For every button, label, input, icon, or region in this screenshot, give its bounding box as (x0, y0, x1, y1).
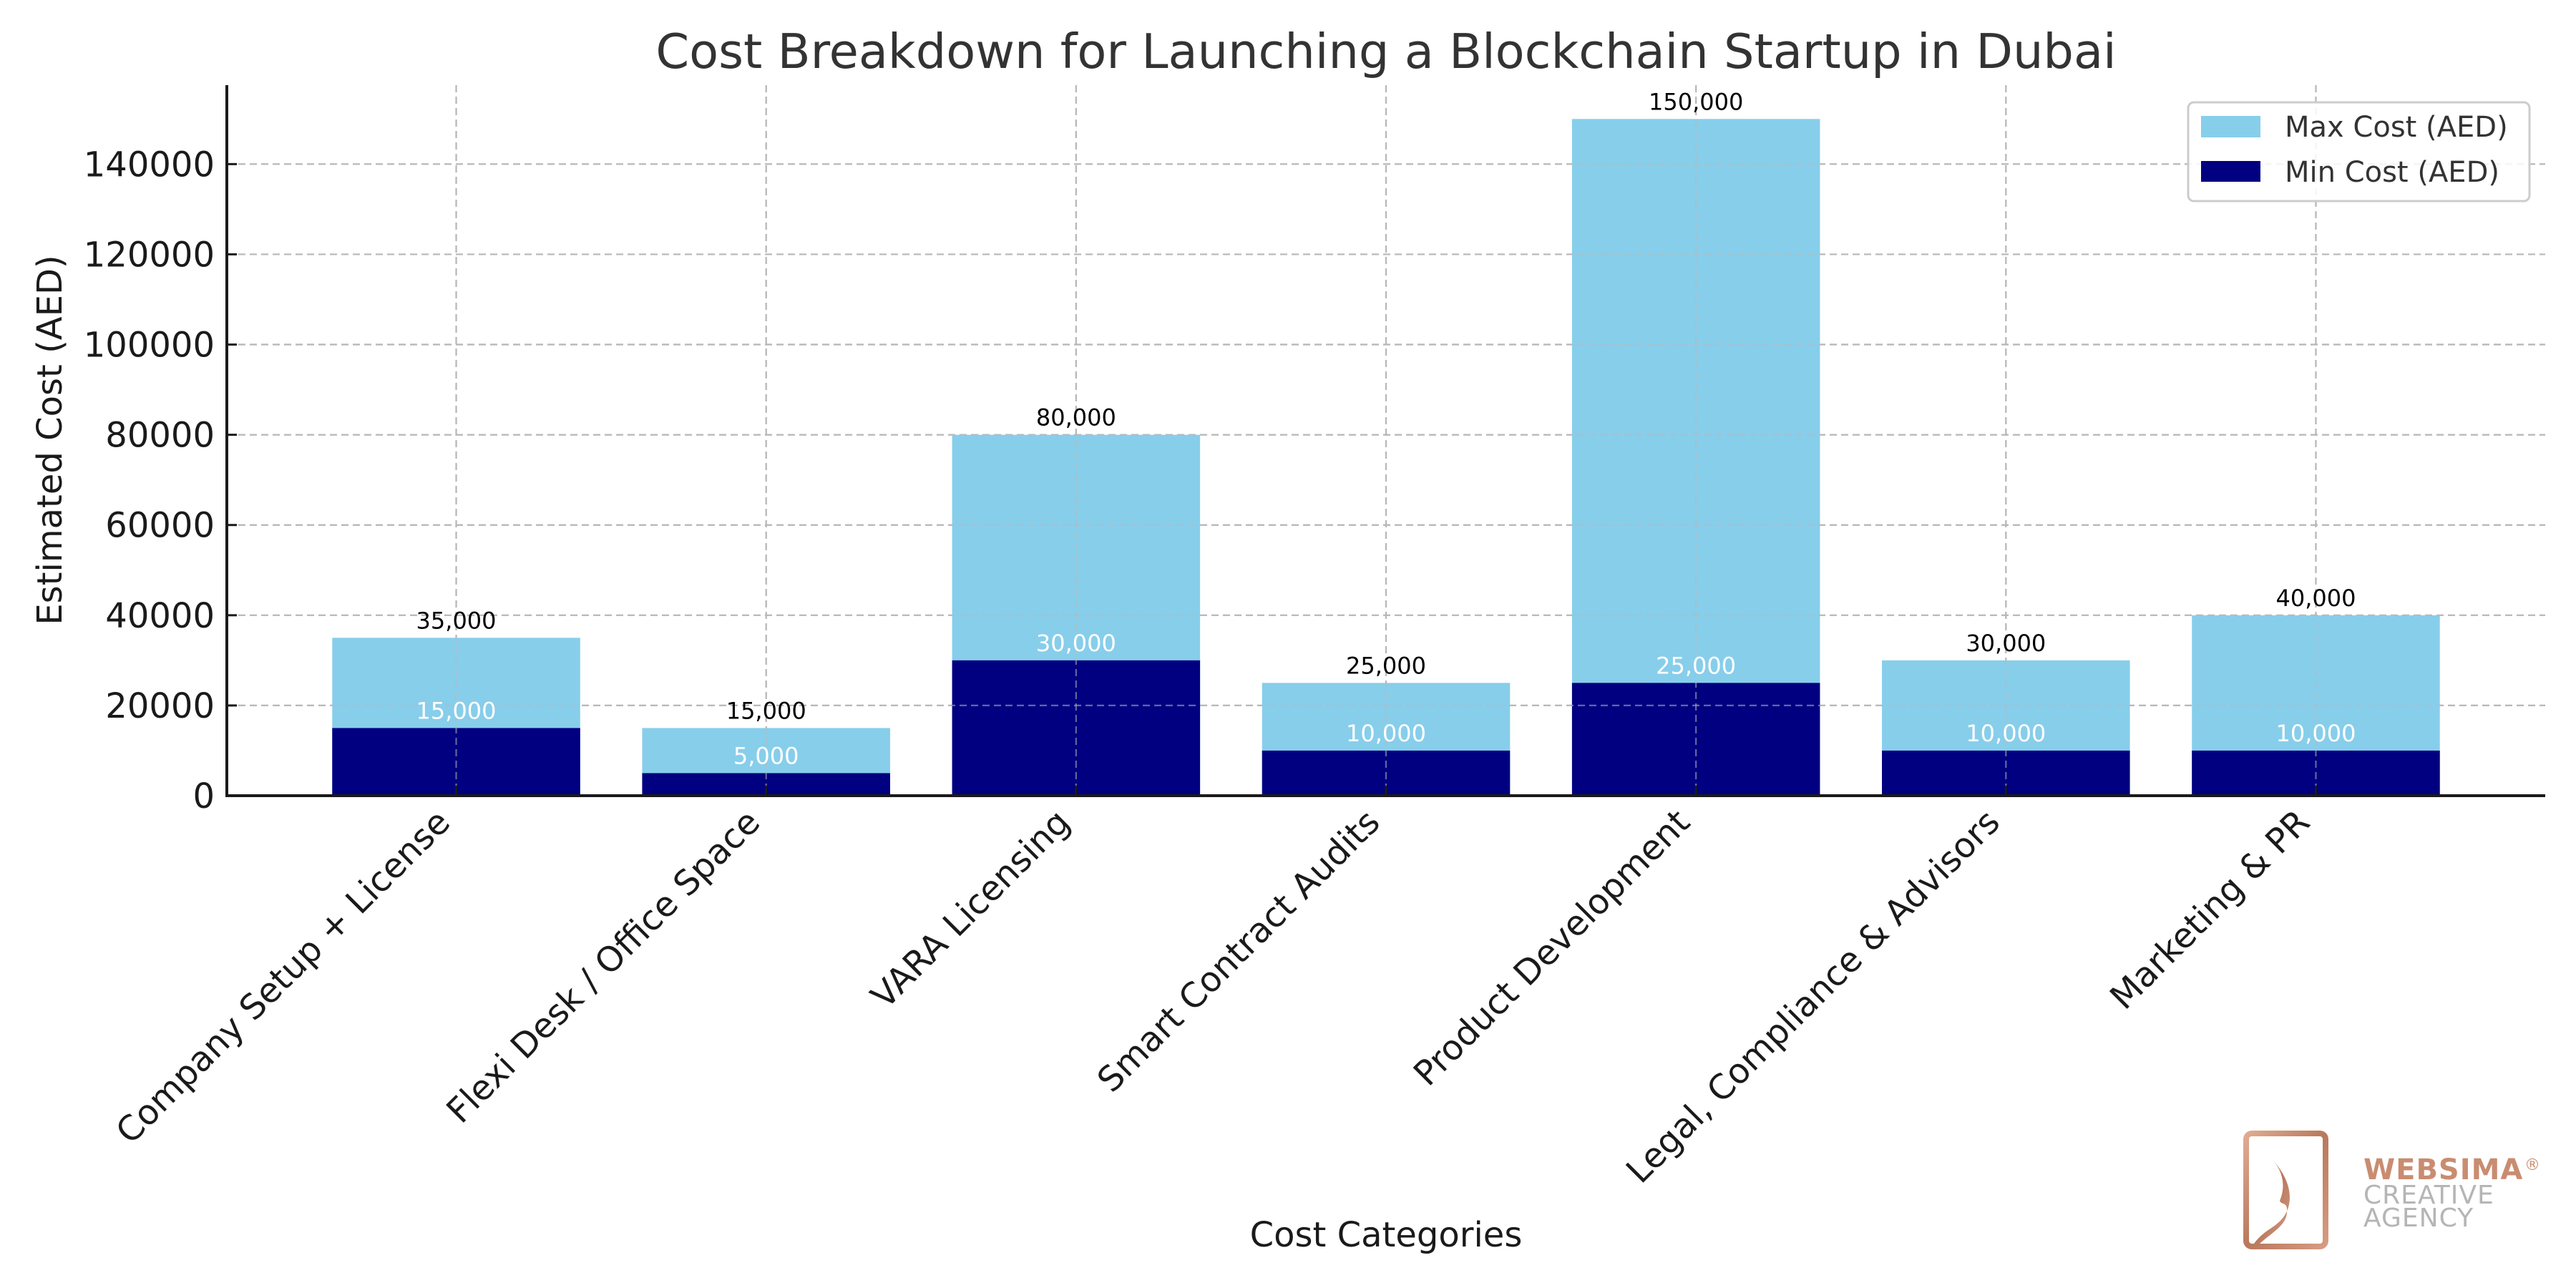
grid-overlay (227, 85, 2545, 796)
max-value-label: 15,000 (726, 697, 806, 724)
logo-frame-icon (2243, 1131, 2328, 1249)
x-axis-label: Cost Categories (1250, 1215, 1523, 1255)
legend-label-min: Min Cost (AED) (2285, 156, 2499, 189)
logo-brand-text: WEBSIMA (2363, 1153, 2523, 1186)
legend: Max Cost (AED) Min Cost (AED) (2187, 101, 2531, 203)
min-value-label: 5,000 (733, 742, 799, 769)
y-tick-label: 80000 (105, 416, 215, 456)
x-tick-label: Flexi Desk / Office Space (439, 802, 768, 1131)
x-tick-label: Company Setup + License (108, 802, 458, 1152)
y-tick-label: 20000 (105, 686, 215, 726)
logo-crescent-icon (2254, 1158, 2290, 1244)
y-tick-label: 140000 (84, 145, 215, 185)
min-value-label: 10,000 (1966, 720, 2046, 747)
min-value-label: 15,000 (416, 697, 497, 724)
y-tick-label: 120000 (84, 235, 215, 275)
legend-box (2187, 101, 2531, 203)
y-tick-label: 40000 (105, 596, 215, 636)
x-tick-label: Smart Contract Audits (1090, 802, 1388, 1101)
x-tick-label: Product Development (1406, 802, 1698, 1094)
x-tick-label: Legal, Compliance & Advisors (1619, 802, 2008, 1191)
max-value-label: 40,000 (2275, 585, 2356, 612)
y-axis-label: Estimated Cost (AED) (30, 255, 70, 625)
max-value-label: 25,000 (1346, 652, 1426, 679)
value-labels: 35,000 15,000 80,000 25,000 150,000 30,000 40,… (416, 88, 2356, 769)
chart-title: Cost Breakdown for Launching a Blockchai… (655, 24, 2116, 79)
y-tick-label: 60000 (105, 506, 215, 546)
min-value-label: 25,000 (1656, 652, 1736, 679)
legend-swatch-min (2201, 161, 2260, 182)
max-value-label: 150,000 (1649, 88, 1743, 115)
min-value-label: 30,000 (1036, 630, 1116, 657)
max-value-label: 35,000 (416, 607, 497, 634)
logo-registered-mark: ® (2524, 1156, 2540, 1174)
legend-label-max: Max Cost (AED) (2285, 111, 2508, 144)
max-value-label: 80,000 (1036, 404, 1116, 431)
x-tick-label: Marketing & PR (2102, 802, 2318, 1018)
min-value-label: 10,000 (1346, 720, 1426, 747)
y-tick-label: 0 (192, 776, 215, 816)
legend-swatch-max (2201, 116, 2260, 137)
y-tick-label: 100000 (84, 326, 215, 366)
min-value-label: 10,000 (2275, 720, 2356, 747)
websima-logo: WEBSIMA ® CREATIVE AGENCY (2243, 1131, 2540, 1249)
max-value-label: 30,000 (1966, 630, 2046, 657)
x-tick-label: VARA Licensing (864, 802, 1078, 1017)
logo-line-creative: CREATIVE (2363, 1181, 2494, 1210)
logo-line-agency: AGENCY (2363, 1204, 2474, 1233)
